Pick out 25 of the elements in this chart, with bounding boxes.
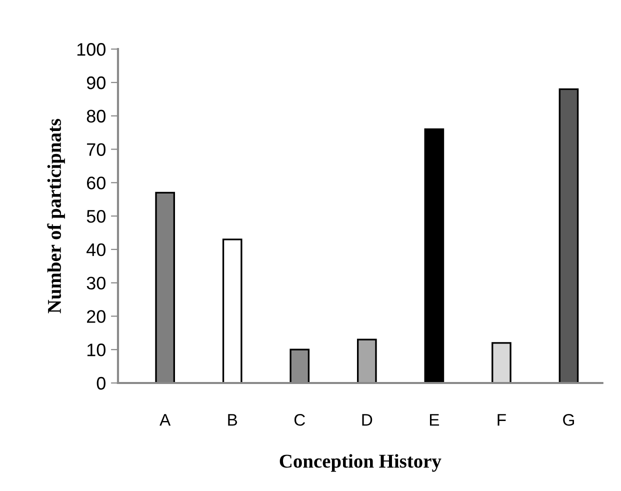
y-tick-label: 30 bbox=[86, 276, 106, 290]
y-tick-label: 10 bbox=[87, 344, 106, 356]
x-tick-label: A bbox=[160, 414, 171, 426]
y-axis-title: Number of participnats bbox=[47, 118, 65, 314]
y-tick-label: 80 bbox=[86, 110, 106, 123]
bar bbox=[356, 338, 377, 383]
x-axis-title: Conception History bbox=[280, 454, 442, 472]
bar bbox=[424, 128, 444, 383]
y-tick-label: 90 bbox=[86, 76, 106, 90]
y-tick-label: 60 bbox=[87, 176, 106, 190]
bar bbox=[492, 342, 512, 383]
x-tick-label: C bbox=[294, 414, 306, 426]
y-tick-label: 0 bbox=[96, 376, 106, 390]
bar bbox=[222, 238, 242, 383]
x-tick-label: G bbox=[563, 414, 574, 426]
y-tick-label: 100 bbox=[77, 43, 106, 56]
bar bbox=[558, 88, 579, 383]
y-tick-label: 50 bbox=[86, 210, 106, 223]
x-tick-label: D bbox=[362, 414, 372, 426]
x-tick-label: B bbox=[228, 414, 238, 426]
y-tick-label: 70 bbox=[87, 143, 106, 156]
y-tick-label: 20 bbox=[87, 310, 106, 323]
y-tick-label: 40 bbox=[86, 243, 106, 256]
x-tick-label: E bbox=[430, 414, 440, 426]
x-tick-label: F bbox=[498, 414, 506, 426]
